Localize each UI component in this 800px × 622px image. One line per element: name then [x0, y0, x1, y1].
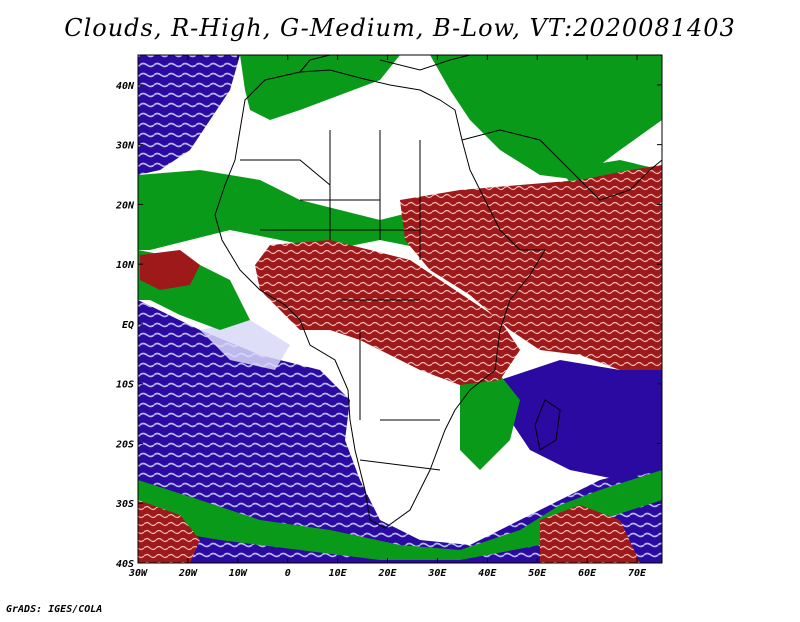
- lat-label: 40S: [116, 559, 134, 570]
- high-cloud-arabian-sea: [400, 165, 662, 370]
- lon-axis: 30W 20W 10W 0 10E 20E 30E 40E 50E 60E 70E: [128, 55, 647, 579]
- lat-label: 40N: [116, 81, 135, 92]
- lat-label: 30N: [115, 141, 135, 152]
- lon-label: 30E: [427, 568, 447, 579]
- low-cloud-north-atlantic: [138, 55, 240, 175]
- medium-cloud-mediterranean: [430, 55, 662, 180]
- lon-label: 10E: [329, 568, 348, 579]
- lat-label: EQ: [122, 320, 134, 331]
- high-cloud-west-atlantic: [140, 250, 200, 290]
- lon-label: 20E: [377, 568, 397, 579]
- high-cloud-central-africa: [255, 240, 520, 385]
- lat-label: 30S: [115, 499, 134, 510]
- grads-credit: GrADS: IGES/COLA: [6, 604, 103, 615]
- lon-label: 30W: [128, 568, 148, 579]
- plot-area: [138, 55, 662, 563]
- medium-cloud-north: [240, 55, 400, 120]
- plot-frame: [137, 54, 663, 564]
- lon-label: 0: [285, 568, 291, 579]
- lon-label: 70E: [628, 568, 647, 579]
- lon-label: 10W: [229, 568, 248, 579]
- high-cloud-southeast: [540, 505, 640, 563]
- lat-label: 20N: [115, 200, 135, 211]
- medium-cloud-mozambique: [460, 375, 520, 470]
- map-title: Clouds, R-High, G-Medium, B-Low, VT:2020…: [64, 14, 736, 42]
- low-light-patch: [200, 320, 290, 370]
- lat-label: 20S: [115, 439, 134, 450]
- lon-label: 60E: [578, 568, 597, 579]
- lat-label: 10S: [116, 380, 134, 391]
- lat-axis: 40N 30N 20N 10N EQ 10S 20S 30S 40S: [115, 81, 662, 570]
- coastlines: [214, 55, 662, 529]
- high-cloud-southwest: [138, 500, 200, 563]
- lon-label: 40E: [478, 568, 497, 579]
- lat-label: 10N: [116, 260, 135, 271]
- medium-cloud-south-band: [138, 470, 662, 560]
- lon-label: 50E: [528, 568, 547, 579]
- lon-label: 20W: [178, 568, 198, 579]
